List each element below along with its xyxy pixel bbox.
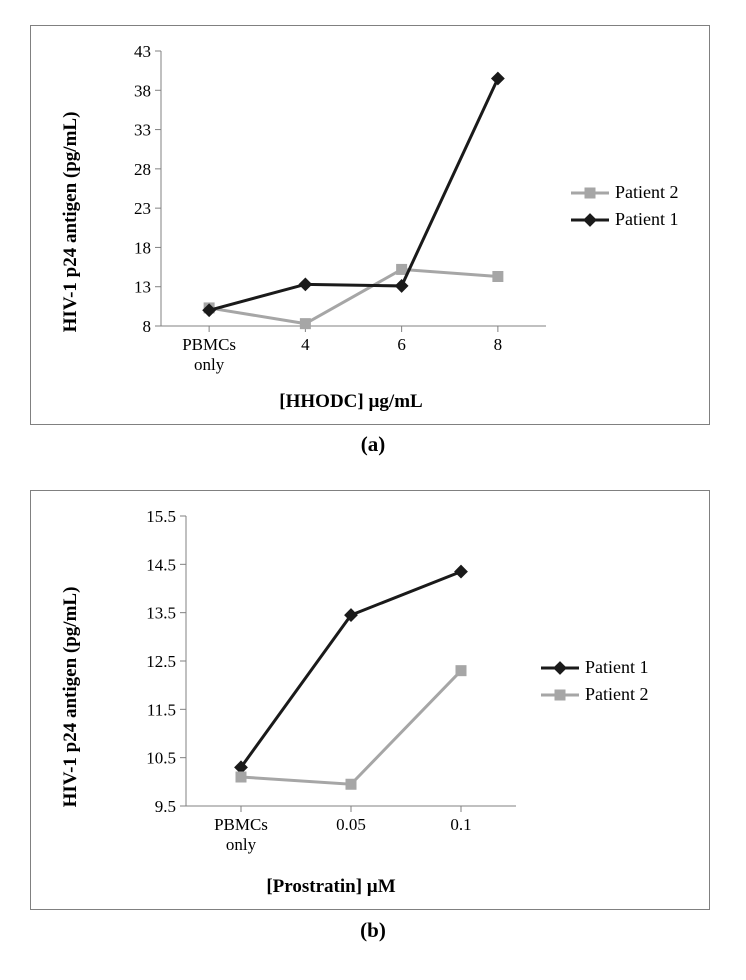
svg-text:only: only [194,355,225,374]
svg-text:38: 38 [134,81,151,100]
chart-a-x-label: [HHODC] µg/mL [241,391,461,413]
svg-text:14.5: 14.5 [146,555,176,574]
legend-label: Patient 1 [585,657,649,678]
chart-a-plot: 8 13 18 23 28 33 38 43 PBMCsonly 4 6 8 [101,36,561,386]
svg-text:4: 4 [301,335,310,354]
legend-item: Patient 2 [571,182,679,203]
svg-text:28: 28 [134,160,151,179]
page: HIV-1 p24 antigen (pg/mL) [HHODC] µg/mL … [0,0,746,980]
svg-text:6: 6 [397,335,406,354]
svg-text:10.5: 10.5 [146,749,176,768]
chart-b-y-label: HIV-1 p24 antigen (pg/mL) [60,537,82,857]
legend-label: Patient 2 [585,684,649,705]
chart-a-legend: Patient 2 Patient 1 [571,176,679,236]
svg-text:only: only [226,835,257,854]
svg-text:0.05: 0.05 [336,815,366,834]
chart-panel-b: HIV-1 p24 antigen (pg/mL) [Prostratin] µ… [30,490,710,910]
chart-b-legend: Patient 1 Patient 2 [541,651,649,711]
svg-text:23: 23 [134,199,151,218]
legend-label: Patient 1 [615,209,679,230]
svg-text:8: 8 [143,317,152,336]
svg-text:12.5: 12.5 [146,652,176,671]
legend-label: Patient 2 [615,182,679,203]
svg-text:13: 13 [134,278,151,297]
svg-text:8: 8 [494,335,503,354]
svg-text:18: 18 [134,238,151,257]
svg-text:PBMCs: PBMCs [214,815,268,834]
chart-b-plot: 9.5 10.5 11.5 12.5 13.5 14.5 15.5 PBMCsonly 0.0… [126,501,526,871]
svg-text:13.5: 13.5 [146,604,176,623]
chart-b-caption: (b) [353,918,393,943]
svg-text:9.5: 9.5 [155,797,176,816]
chart-panel-a: HIV-1 p24 antigen (pg/mL) [HHODC] µg/mL … [30,25,710,425]
svg-text:43: 43 [134,42,151,61]
svg-text:0.1: 0.1 [450,815,471,834]
svg-text:PBMCs: PBMCs [182,335,236,354]
legend-item: Patient 1 [541,657,649,678]
chart-b-x-label: [Prostratin] µM [231,876,431,898]
chart-a-caption: (a) [353,432,393,457]
svg-text:33: 33 [134,121,151,140]
legend-item: Patient 2 [541,684,649,705]
legend-item: Patient 1 [571,209,679,230]
svg-text:15.5: 15.5 [146,507,176,526]
svg-text:11.5: 11.5 [147,700,176,719]
chart-a-y-label: HIV-1 p24 antigen (pg/mL) [60,62,82,382]
